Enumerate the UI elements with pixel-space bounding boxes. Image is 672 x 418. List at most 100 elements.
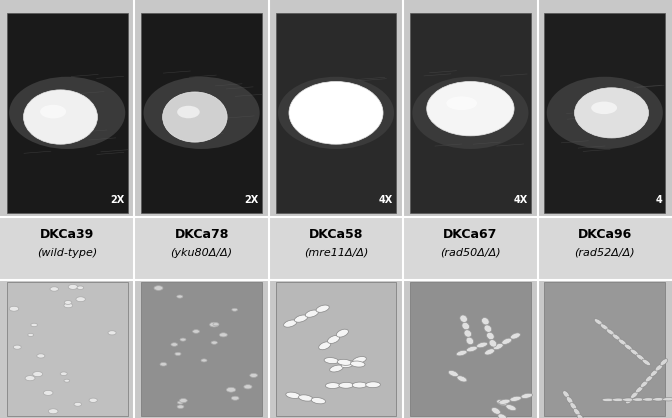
Ellipse shape bbox=[642, 359, 650, 365]
Ellipse shape bbox=[606, 329, 615, 335]
Ellipse shape bbox=[69, 284, 78, 289]
Ellipse shape bbox=[231, 396, 239, 400]
Ellipse shape bbox=[337, 359, 352, 365]
Ellipse shape bbox=[337, 329, 348, 337]
Ellipse shape bbox=[324, 357, 339, 364]
Text: (wild-type): (wild-type) bbox=[37, 248, 97, 258]
Text: 2X: 2X bbox=[110, 195, 124, 205]
Text: DKCa96: DKCa96 bbox=[578, 227, 632, 241]
Ellipse shape bbox=[485, 349, 495, 355]
Circle shape bbox=[9, 77, 125, 149]
FancyBboxPatch shape bbox=[7, 13, 128, 213]
Ellipse shape bbox=[660, 359, 667, 365]
Ellipse shape bbox=[89, 398, 97, 403]
Ellipse shape bbox=[497, 400, 507, 406]
Ellipse shape bbox=[650, 370, 658, 377]
Circle shape bbox=[413, 77, 528, 149]
Text: 4X: 4X bbox=[379, 195, 393, 205]
Ellipse shape bbox=[154, 286, 163, 291]
Text: 4: 4 bbox=[655, 195, 662, 205]
Ellipse shape bbox=[13, 345, 22, 349]
Ellipse shape bbox=[456, 350, 467, 356]
Ellipse shape bbox=[487, 332, 494, 340]
Ellipse shape bbox=[622, 398, 634, 401]
Ellipse shape bbox=[250, 373, 257, 377]
Ellipse shape bbox=[193, 330, 200, 333]
Ellipse shape bbox=[24, 90, 97, 144]
Ellipse shape bbox=[9, 306, 19, 311]
Ellipse shape bbox=[310, 99, 343, 115]
Ellipse shape bbox=[294, 315, 308, 322]
Ellipse shape bbox=[210, 322, 218, 327]
Ellipse shape bbox=[160, 362, 167, 366]
Ellipse shape bbox=[591, 102, 617, 114]
Ellipse shape bbox=[645, 375, 653, 382]
Ellipse shape bbox=[28, 334, 34, 336]
Ellipse shape bbox=[201, 359, 207, 362]
Ellipse shape bbox=[33, 372, 42, 377]
Ellipse shape bbox=[499, 399, 510, 404]
Ellipse shape bbox=[74, 403, 81, 406]
Ellipse shape bbox=[476, 342, 488, 348]
Ellipse shape bbox=[286, 392, 300, 398]
Ellipse shape bbox=[640, 381, 648, 387]
Ellipse shape bbox=[510, 333, 520, 339]
Text: 4X: 4X bbox=[513, 195, 528, 205]
Ellipse shape bbox=[289, 82, 383, 144]
Ellipse shape bbox=[636, 354, 644, 360]
FancyBboxPatch shape bbox=[544, 282, 665, 416]
Ellipse shape bbox=[226, 387, 236, 392]
Ellipse shape bbox=[163, 92, 227, 142]
Ellipse shape bbox=[177, 401, 183, 404]
Ellipse shape bbox=[510, 396, 521, 401]
Ellipse shape bbox=[663, 398, 672, 401]
Ellipse shape bbox=[573, 408, 580, 415]
Ellipse shape bbox=[325, 382, 340, 388]
Ellipse shape bbox=[612, 334, 620, 340]
Ellipse shape bbox=[316, 305, 329, 312]
Ellipse shape bbox=[642, 398, 655, 401]
Ellipse shape bbox=[460, 315, 468, 322]
Ellipse shape bbox=[498, 414, 507, 418]
Ellipse shape bbox=[427, 82, 514, 136]
Ellipse shape bbox=[482, 318, 489, 325]
Ellipse shape bbox=[562, 391, 569, 398]
Ellipse shape bbox=[353, 357, 366, 363]
Ellipse shape bbox=[502, 338, 512, 344]
Ellipse shape bbox=[284, 320, 297, 327]
Ellipse shape bbox=[177, 295, 183, 298]
Ellipse shape bbox=[600, 324, 609, 330]
Ellipse shape bbox=[462, 322, 470, 330]
Ellipse shape bbox=[464, 330, 472, 337]
Ellipse shape bbox=[602, 398, 614, 402]
FancyBboxPatch shape bbox=[276, 282, 396, 416]
Text: (rad52Δ/Δ): (rad52Δ/Δ) bbox=[575, 248, 635, 258]
Ellipse shape bbox=[350, 361, 365, 367]
Text: DKCa78: DKCa78 bbox=[175, 227, 228, 241]
Ellipse shape bbox=[506, 405, 516, 410]
Text: (rad50Δ/Δ): (rad50Δ/Δ) bbox=[440, 248, 501, 258]
Circle shape bbox=[547, 77, 663, 149]
Ellipse shape bbox=[44, 390, 53, 395]
Ellipse shape bbox=[305, 310, 319, 317]
Ellipse shape bbox=[175, 352, 181, 356]
Ellipse shape bbox=[37, 354, 45, 358]
Ellipse shape bbox=[570, 403, 577, 410]
Ellipse shape bbox=[76, 297, 85, 302]
Ellipse shape bbox=[341, 361, 355, 368]
Ellipse shape bbox=[491, 408, 501, 414]
Ellipse shape bbox=[352, 382, 367, 388]
Ellipse shape bbox=[64, 303, 73, 308]
Text: DKCa39: DKCa39 bbox=[40, 227, 94, 241]
Ellipse shape bbox=[466, 337, 474, 345]
Ellipse shape bbox=[64, 379, 70, 382]
Ellipse shape bbox=[366, 382, 380, 387]
Text: DKCa67: DKCa67 bbox=[444, 227, 497, 241]
Ellipse shape bbox=[180, 338, 186, 341]
FancyBboxPatch shape bbox=[410, 13, 531, 213]
Ellipse shape bbox=[330, 365, 343, 372]
Ellipse shape bbox=[630, 349, 638, 355]
Ellipse shape bbox=[653, 398, 665, 401]
Ellipse shape bbox=[77, 286, 84, 289]
Ellipse shape bbox=[624, 344, 632, 350]
